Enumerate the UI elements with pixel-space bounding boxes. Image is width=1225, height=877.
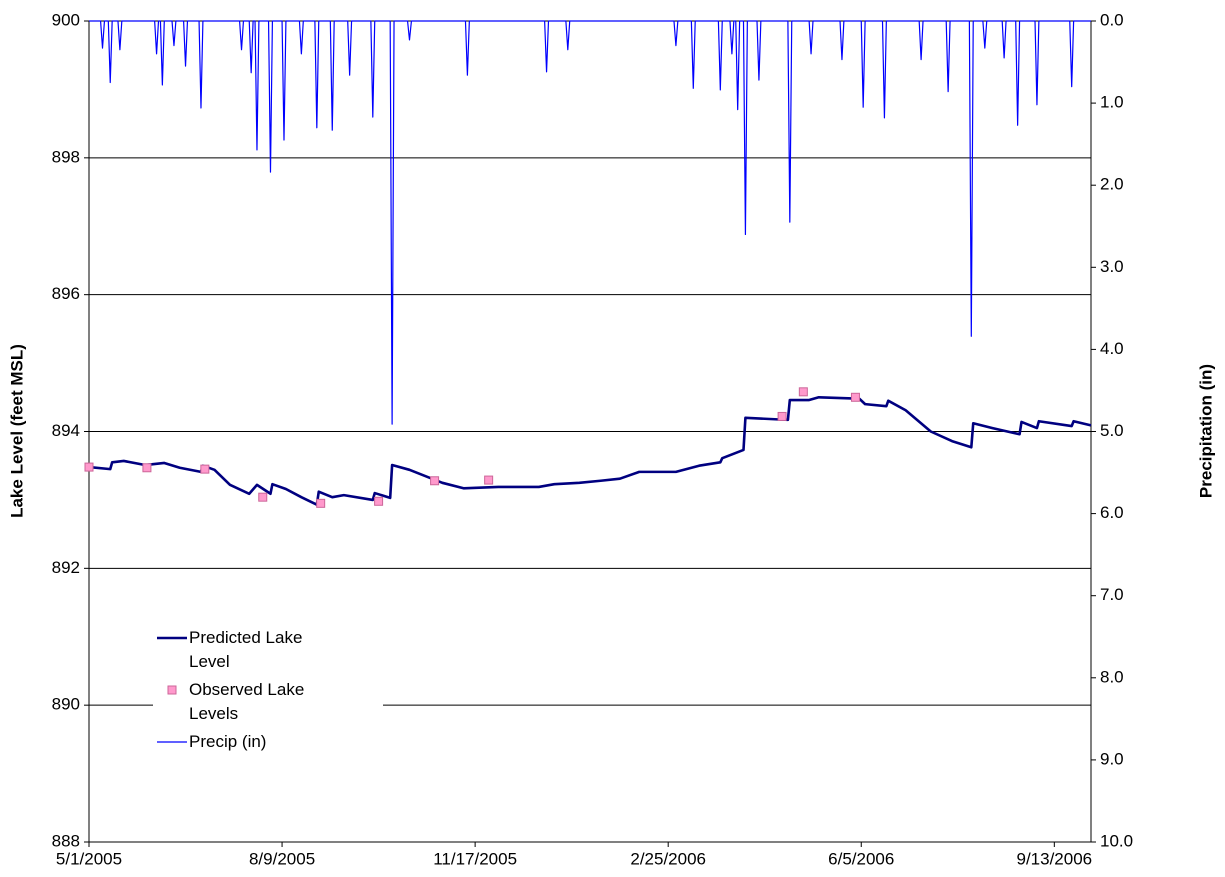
observed-point xyxy=(258,492,268,502)
series-line xyxy=(89,20,1091,425)
y2-tick-label: 1.0 xyxy=(1100,93,1124,112)
observed-point xyxy=(316,498,326,508)
legend-label: Precip (in) xyxy=(189,732,267,751)
x-tick-label: 2/25/2006 xyxy=(630,849,706,868)
y-tick-label: 890 xyxy=(52,695,80,714)
y2-tick-label: 4.0 xyxy=(1100,339,1124,358)
observed-point xyxy=(200,464,210,474)
legend-swatch xyxy=(157,636,187,640)
y2-tick-label: 8.0 xyxy=(1100,667,1124,686)
y2-tick-label: 5.0 xyxy=(1100,421,1124,440)
observed-point xyxy=(430,476,440,486)
y2-tick-label: 10.0 xyxy=(1100,831,1133,850)
observed-point xyxy=(142,463,152,473)
x-tick-label: 6/5/2006 xyxy=(828,849,894,868)
legend-label: Observed Lake Levels xyxy=(189,680,305,723)
y-tick-label: 900 xyxy=(52,10,80,29)
observed-point xyxy=(850,392,860,402)
y2-tick-label: 3.0 xyxy=(1100,257,1124,276)
y2-tick-label: 0.0 xyxy=(1100,10,1124,29)
legend: Predicted Lake Level Observed Lake Levels… xyxy=(153,616,383,751)
legend-swatch xyxy=(157,741,187,743)
y-tick-label: 888 xyxy=(52,831,80,850)
series-line xyxy=(88,395,1092,507)
x-tick-label: 5/1/2005 xyxy=(56,849,122,868)
y2-tick-label: 7.0 xyxy=(1100,585,1124,604)
legend-symbol xyxy=(167,685,177,695)
y-tick-label: 894 xyxy=(52,421,80,440)
observed-point xyxy=(374,496,384,506)
y2-tick-label: 2.0 xyxy=(1100,175,1124,194)
observed-point xyxy=(777,411,787,421)
x-tick-label: 8/9/2005 xyxy=(249,849,315,868)
y2-axis-title: Precipitation (in) xyxy=(1196,364,1215,498)
y-tick-label: 898 xyxy=(52,147,80,166)
x-tick-label: 11/17/2005 xyxy=(433,849,517,868)
x-tick-label: 9/13/2006 xyxy=(1016,849,1092,868)
observed-point xyxy=(84,462,94,472)
y-tick-label: 892 xyxy=(52,558,80,577)
y-axis-title: Lake Level (feet MSL) xyxy=(7,344,26,518)
legend-label: Predicted Lake Level xyxy=(189,628,303,671)
y2-tick-label: 9.0 xyxy=(1100,749,1124,768)
y2-tick-label: 6.0 xyxy=(1100,503,1124,522)
observed-point xyxy=(484,475,494,485)
observed-point xyxy=(798,387,808,397)
legend-swatch xyxy=(167,685,177,695)
y-tick-label: 896 xyxy=(52,284,80,303)
